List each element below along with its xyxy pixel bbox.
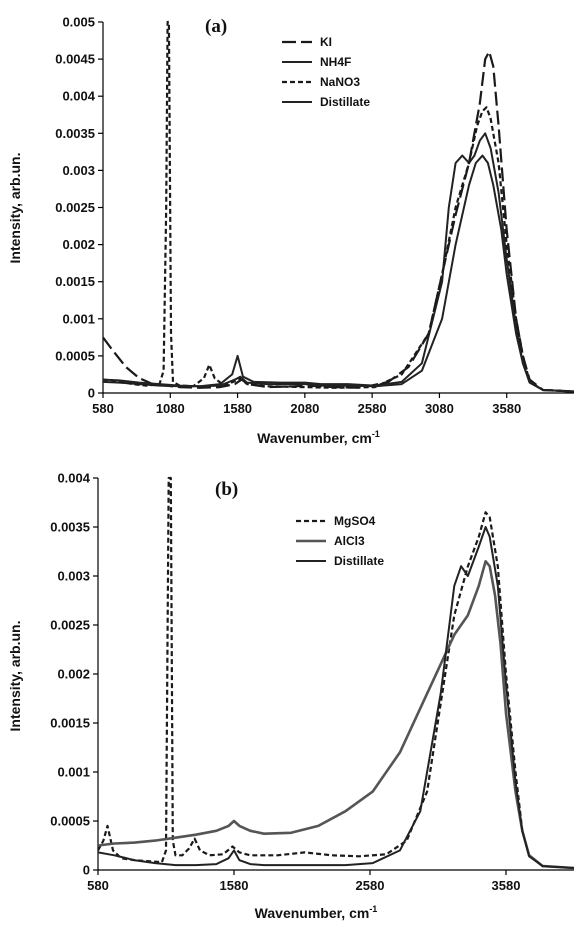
- panel-label: (b): [215, 479, 238, 500]
- y-tick-label: 0.0015: [55, 274, 95, 289]
- panel-label: (a): [205, 16, 227, 37]
- x-axis-title-text: Wavenumber, cm: [255, 905, 370, 921]
- x-axis-title-superscript: -1: [369, 904, 377, 914]
- legend-label: AlCl3: [334, 534, 365, 548]
- x-tick-label: 580: [92, 401, 114, 416]
- series-line-distillate: [103, 154, 574, 393]
- x-tick-label: 2580: [356, 878, 385, 893]
- y-tick-label: 0: [88, 386, 95, 401]
- y-tick-label: 0.003: [57, 569, 90, 584]
- x-tick-label: 1580: [220, 878, 249, 893]
- legend: MgSO4 AlCl3 Distillate: [296, 514, 384, 568]
- y-tick-label: 0.002: [62, 237, 95, 252]
- y-tick-label: 0.004: [62, 89, 95, 104]
- series-line-alcl3: [98, 560, 574, 870]
- legend-label: Distillate: [334, 554, 384, 568]
- series-group: [98, 476, 574, 870]
- x-tick-label: 3580: [492, 401, 521, 416]
- y-axis-title: Intensity, arb.un.: [7, 621, 23, 732]
- series-line-nh4f: [103, 132, 574, 393]
- x-axis-title: Wavenumber, cm-1: [257, 429, 380, 446]
- legend-label: KI: [320, 35, 332, 49]
- x-tick-label: 580: [87, 878, 109, 893]
- x-tick-label: 3080: [425, 401, 454, 416]
- chart-panel-a: 0 0.0005 0.001 0.0015 0.002 0.0025 0.003 0.0035…: [7, 15, 574, 446]
- x-tick-label: 1580: [223, 401, 252, 416]
- y-tick-label: 0.0025: [50, 618, 90, 633]
- y-tick-label: 0.0045: [55, 52, 95, 67]
- y-tick-label: 0.0005: [50, 814, 90, 829]
- legend-label: NH4F: [320, 55, 351, 69]
- y-tick-label: 0.003: [62, 163, 95, 178]
- legend: KI NH4F NaNO3 Distillate: [282, 35, 370, 109]
- y-tick-label: 0.004: [57, 471, 90, 486]
- x-tick-label: 3580: [492, 878, 521, 893]
- series-line-distillate: [98, 526, 574, 869]
- y-tick-label: 0.0025: [55, 200, 95, 215]
- y-tick-label: 0.001: [57, 765, 90, 780]
- y-tick-label: 0.001: [62, 311, 95, 326]
- y-tick-label: 0.0015: [50, 716, 90, 731]
- x-axis-title-text: Wavenumber, cm: [257, 430, 372, 446]
- legend-label: MgSO4: [334, 514, 376, 528]
- x-tick-label: 2080: [290, 401, 319, 416]
- legend-label: Distillate: [320, 95, 370, 109]
- y-tick-label: 0.0005: [55, 348, 95, 363]
- x-axis-title: Wavenumber, cm-1: [255, 904, 378, 921]
- y-tick-label: 0.002: [57, 667, 90, 682]
- series-line-mgso4: [98, 476, 574, 870]
- y-tick-label: 0.0035: [55, 126, 95, 141]
- legend-label: NaNO3: [320, 75, 360, 89]
- chart-panel-b: 0 0.0005 0.001 0.0015 0.002 0.0025 0.003 0.0035…: [7, 471, 574, 921]
- x-tick-label: 2580: [358, 401, 387, 416]
- y-tick-label: 0.005: [62, 15, 95, 30]
- x-tick-label: 1080: [156, 401, 185, 416]
- series-group: [103, 20, 574, 393]
- y-axis-title: Intensity, arb.un.: [7, 153, 23, 264]
- y-tick-label: 0: [83, 863, 90, 878]
- y-tick-label: 0.0035: [50, 520, 90, 535]
- x-axis-title-superscript: -1: [372, 429, 380, 439]
